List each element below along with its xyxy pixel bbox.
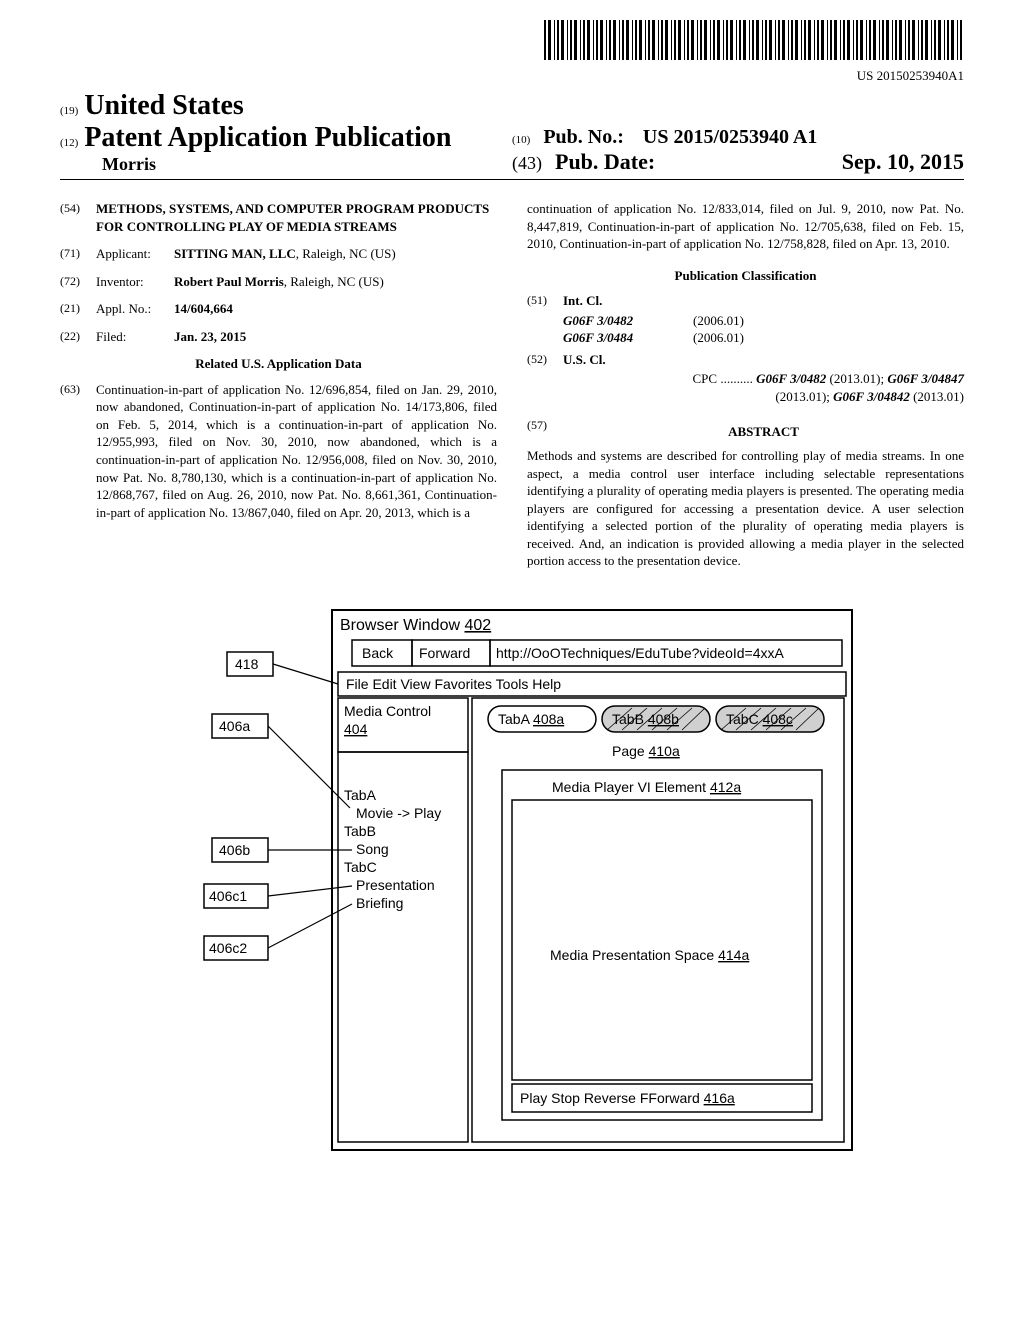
tab-b[interactable]: TabB 408b [602,706,710,732]
invention-title: METHODS, SYSTEMS, AND COMPUTER PROGRAM P… [96,200,497,235]
tab-c[interactable]: TabC 408c [716,706,824,732]
ref406c2-line [268,904,352,948]
controls-label: Play Stop Reverse FForward 416a [520,1090,735,1106]
ref406a: 406a [219,718,250,734]
doc-type: Patent Application Publication [84,122,451,154]
cpc2: G06F 3/04847 [887,371,964,386]
menu-text: File Edit View Favorites Tools Help [346,676,561,692]
related-body: Continuation-in-part of application No. … [96,381,497,521]
num19: (19) [60,105,78,117]
side-tabC[interactable]: TabC [344,859,377,875]
f57-num: (57) [527,417,563,447]
browser-title: Browser Window 402 [340,617,491,634]
barcode [544,20,964,60]
side-tabC-sub1[interactable]: Presentation [356,877,435,893]
abstract-body: Methods and systems are described for co… [527,447,964,570]
num10: (10) [512,134,530,146]
presentation-space-label: Media Presentation Space 414a [550,947,749,963]
side-tabB-sub[interactable]: Song [356,841,389,857]
ref406c2: 406c2 [209,940,247,956]
media-player-box [502,770,822,1120]
f71-label: Applicant: [96,245,174,263]
side-tabA-sub[interactable]: Movie -> Play [356,805,441,821]
intcl-label: Int. Cl. [563,292,964,310]
related-title: Related U.S. Application Data [60,355,497,373]
barcode-text: US 20150253940A1 [60,68,964,84]
f21-num: (21) [60,300,96,318]
num12: (12) [60,137,78,149]
header-block: (19) United States (12) Patent Applicati… [60,90,964,180]
applicant-loc: , Raleigh, NC (US) [296,246,396,261]
applicant-name: SITTING MAN, LLC [174,246,296,261]
media-control-ref: 404 [344,721,368,737]
url-text: http://OoOTechniques/EduTube?videoId=4xx… [496,645,784,661]
f72-num: (72) [60,273,96,291]
cpc1: G06F 3/0482 [756,371,826,386]
presentation-space [512,800,812,1080]
cpc-prefix: CPC .......... [693,371,753,386]
barcode-area [60,20,964,64]
cpc1-ver: (2013.01); [830,371,885,386]
f21-label: Appl. No.: [96,300,174,318]
country-title: United States [84,90,243,122]
patent-page: US 20150253940A1 (19) United States (12)… [0,0,1024,1190]
intcl2-ver: (2006.01) [693,329,744,347]
pubdate: Sep. 10, 2015 [842,149,964,175]
media-player-title: Media Player VI Element 412a [552,779,741,795]
back-label: Back [362,645,394,661]
ref418-line [273,664,338,684]
f22-num: (22) [60,328,96,346]
f54-num: (54) [60,200,96,235]
ref418: 418 [235,656,259,672]
intcl1-ver: (2006.01) [693,312,744,330]
side-tabA[interactable]: TabA [344,787,377,803]
figure-svg: Browser Window 402 Back Forward http://O… [152,600,872,1160]
pubno-label: Pub. No.: [543,126,624,148]
svg-text:TabB 408b: TabB 408b [612,711,679,727]
num43: (43) [512,153,542,173]
pubno: US 2015/0253940 A1 [643,126,817,148]
inventor-header: Morris [60,154,512,175]
forward-label: Forward [419,645,470,661]
ref406c1: 406c1 [209,888,247,904]
intcl2: G06F 3/0484 [563,329,693,347]
inventor-loc: , Raleigh, NC (US) [284,274,384,289]
uscl-label: U.S. Cl. [563,351,964,369]
f71-num: (71) [60,245,96,263]
figure-area: Browser Window 402 Back Forward http://O… [60,600,964,1160]
appl-no: 14/604,664 [174,300,497,318]
f63-num: (63) [60,381,96,521]
cpc2-ver: (2013.01); [775,389,830,404]
page-label: Page 410a [612,743,680,759]
ref406b: 406b [219,842,250,858]
right-column: continuation of application No. 12/833,0… [527,200,964,570]
cpc3-ver: (2013.01) [913,389,964,404]
cpc3: G06F 3/04842 [833,389,910,404]
svg-text:TabA 408a: TabA 408a [498,711,564,727]
svg-text:TabC 408c: TabC 408c [726,711,793,727]
inventor-name: Robert Paul Morris [174,274,284,289]
bibliographic-columns: (54) METHODS, SYSTEMS, AND COMPUTER PROG… [60,200,964,570]
media-control-label: Media Control [344,703,431,719]
f22-label: Filed: [96,328,174,346]
pubdate-label: Pub. Date: [555,149,655,174]
continuation-body: continuation of application No. 12/833,0… [527,200,964,253]
left-column: (54) METHODS, SYSTEMS, AND COMPUTER PROG… [60,200,497,570]
intcl1: G06F 3/0482 [563,312,693,330]
side-tabC-sub2[interactable]: Briefing [356,895,403,911]
pub-class-title: Publication Classification [527,267,964,285]
side-tabB[interactable]: TabB [344,823,376,839]
f52-num: (52) [527,351,563,369]
filed-date: Jan. 23, 2015 [174,328,497,346]
f72-label: Inventor: [96,273,174,291]
ref406c1-line [268,886,352,896]
f51-num: (51) [527,292,563,310]
main-content-rect [472,698,844,1142]
abstract-label: ABSTRACT [563,423,964,441]
tab-a[interactable]: TabA 408a [488,706,596,732]
